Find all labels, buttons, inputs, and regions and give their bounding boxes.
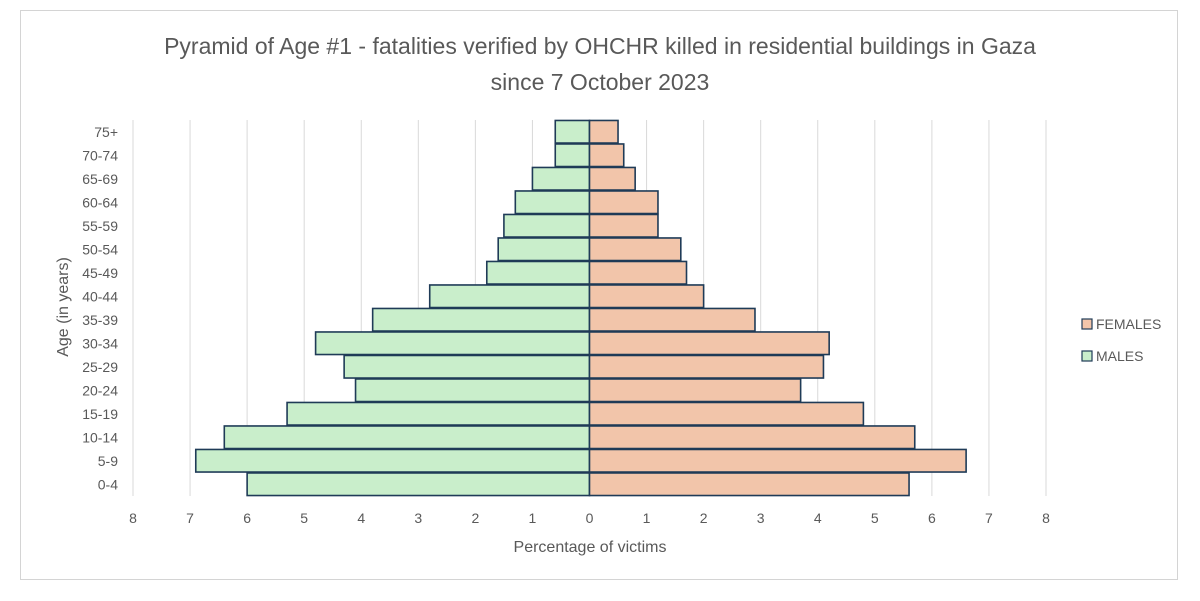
x-tick-label: 2 bbox=[700, 510, 708, 526]
legend-swatch-females bbox=[1081, 318, 1093, 330]
y-tick-label: 60-64 bbox=[82, 194, 118, 210]
y-tick-label: 0-4 bbox=[98, 476, 118, 492]
bar-males-45-49 bbox=[485, 260, 591, 285]
chart-title-line2: since 7 October 2023 bbox=[490, 69, 710, 95]
x-tick-label: 8 bbox=[129, 510, 137, 526]
x-tick-label: 1 bbox=[643, 510, 651, 526]
bar-males-70-74 bbox=[554, 143, 591, 168]
bar-males-0-4 bbox=[246, 472, 591, 497]
bar-females-55-59 bbox=[588, 213, 659, 238]
x-tick-label: 4 bbox=[357, 510, 365, 526]
bars bbox=[194, 119, 967, 497]
legend-swatch-males bbox=[1081, 350, 1093, 362]
legend: FEMALES MALES bbox=[1081, 316, 1161, 364]
bar-females-5-9 bbox=[588, 448, 967, 473]
y-tick-label: 35-39 bbox=[82, 312, 118, 328]
bar-females-25-29 bbox=[588, 354, 825, 379]
bar-females-50-54 bbox=[588, 237, 682, 262]
x-tick-label: 6 bbox=[243, 510, 251, 526]
y-tick-label: 40-44 bbox=[82, 288, 118, 304]
bar-females-45-49 bbox=[588, 260, 688, 285]
bar-females-75+ bbox=[588, 119, 619, 144]
x-tick-label: 6 bbox=[928, 510, 936, 526]
y-tick-label: 50-54 bbox=[82, 241, 118, 257]
bar-males-20-24 bbox=[354, 378, 591, 403]
x-tick-label: 5 bbox=[871, 510, 879, 526]
bar-females-40-44 bbox=[588, 284, 705, 309]
x-tick-label: 7 bbox=[186, 510, 194, 526]
x-tick-label: 1 bbox=[529, 510, 537, 526]
y-tick-labels: 0-4 5-9 10-14 15-19 20-24 25-29 30-34 35-39 40-4… bbox=[82, 124, 118, 493]
bar-females-10-14 bbox=[588, 425, 916, 450]
y-tick-label: 55-59 bbox=[82, 218, 118, 234]
y-tick-label: 75+ bbox=[94, 124, 118, 140]
y-axis-label: Age (in years) bbox=[55, 257, 72, 357]
bar-males-65-69 bbox=[531, 166, 591, 191]
bar-females-0-4 bbox=[588, 472, 910, 497]
bar-females-65-69 bbox=[588, 166, 636, 191]
bar-males-10-14 bbox=[223, 425, 591, 450]
y-tick-label: 70-74 bbox=[82, 147, 118, 163]
x-tick-label: 3 bbox=[414, 510, 422, 526]
y-tick-label: 45-49 bbox=[82, 265, 118, 281]
bar-females-20-24 bbox=[588, 378, 802, 403]
bar-males-55-59 bbox=[503, 213, 591, 238]
bar-males-35-39 bbox=[371, 307, 591, 332]
x-axis-label: Percentage of victims bbox=[514, 539, 667, 556]
y-tick-label: 30-34 bbox=[82, 335, 118, 351]
bar-females-35-39 bbox=[588, 307, 756, 332]
legend-label-females: FEMALES bbox=[1096, 316, 1161, 332]
bar-males-60-64 bbox=[514, 190, 591, 215]
x-tick-label: 7 bbox=[985, 510, 993, 526]
y-tick-label: 65-69 bbox=[82, 171, 118, 187]
x-tick-label: 5 bbox=[300, 510, 308, 526]
x-tick-label: 8 bbox=[1042, 510, 1050, 526]
bar-females-15-19 bbox=[588, 401, 865, 426]
y-tick-label: 5-9 bbox=[98, 453, 118, 469]
x-tick-label: 0 bbox=[586, 510, 594, 526]
bar-males-25-29 bbox=[343, 354, 591, 379]
bar-males-75+ bbox=[554, 119, 591, 144]
x-tick-label: 4 bbox=[814, 510, 822, 526]
bar-males-30-34 bbox=[314, 331, 591, 356]
bar-females-60-64 bbox=[588, 190, 659, 215]
legend-label-males: MALES bbox=[1096, 348, 1143, 364]
x-tick-label: 2 bbox=[471, 510, 479, 526]
y-tick-label: 20-24 bbox=[82, 382, 118, 398]
chart-title-line1: Pyramid of Age #1 - fatalities verified … bbox=[164, 33, 1036, 59]
bar-females-70-74 bbox=[588, 143, 625, 168]
x-tick-labels: 8 7 6 5 4 3 2 1 0 1 2 3 4 5 6 7 8 bbox=[129, 510, 1050, 526]
x-tick-label: 3 bbox=[757, 510, 765, 526]
bar-males-50-54 bbox=[497, 237, 591, 262]
y-tick-label: 10-14 bbox=[82, 429, 118, 445]
y-tick-label: 15-19 bbox=[82, 406, 118, 422]
bar-males-5-9 bbox=[194, 448, 591, 473]
bar-males-15-19 bbox=[286, 401, 591, 426]
bar-males-40-44 bbox=[428, 284, 591, 309]
bar-females-30-34 bbox=[588, 331, 830, 356]
y-tick-label: 25-29 bbox=[82, 359, 118, 375]
